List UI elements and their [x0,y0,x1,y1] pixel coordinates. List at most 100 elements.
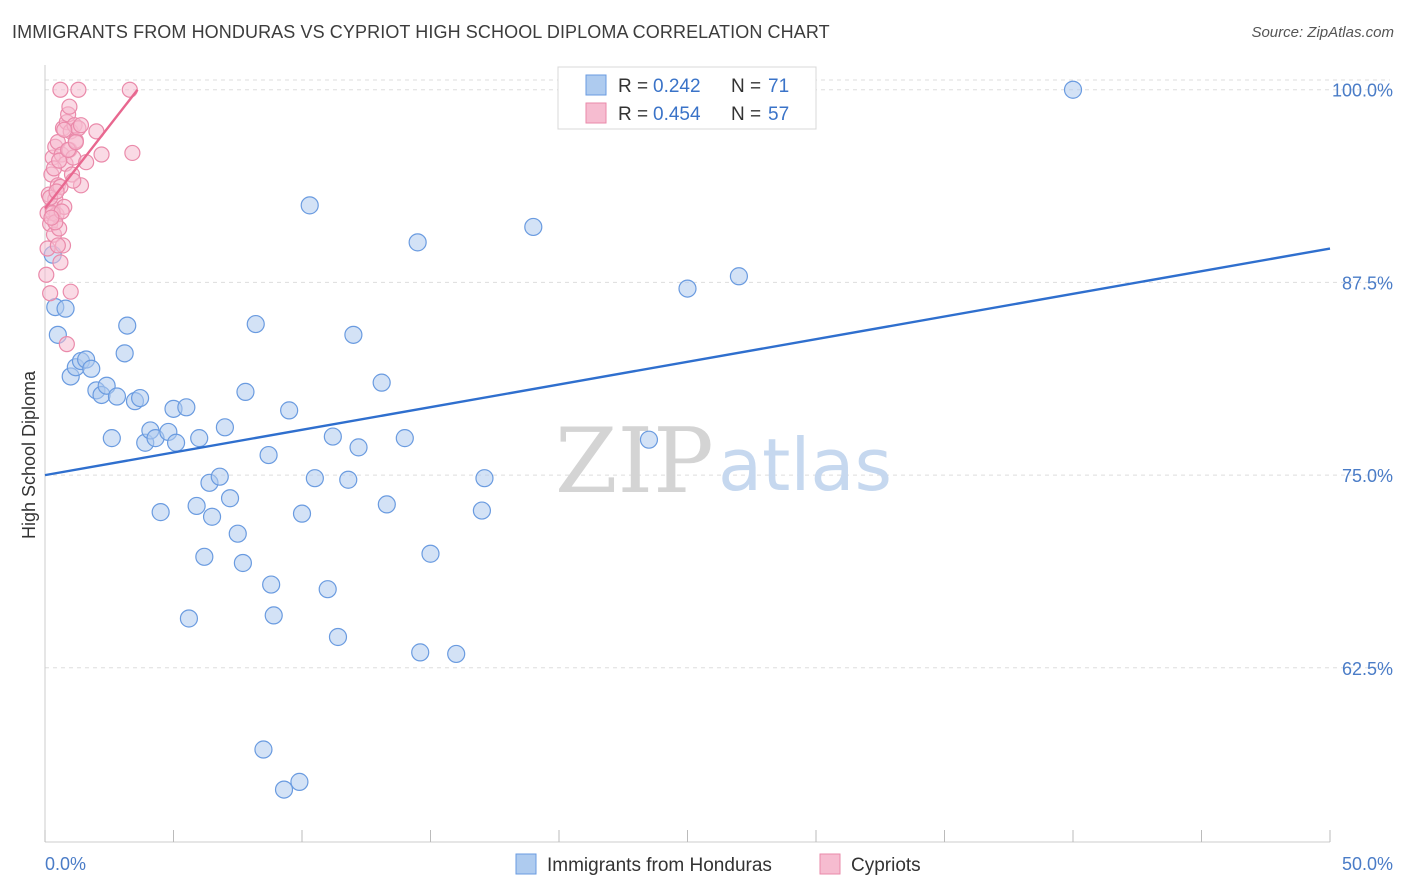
watermark-atlas: atlas [718,423,892,507]
honduras-point [187,496,206,516]
bottom-legend-cypriots: Cypriots [851,855,921,876]
bottom-legend-honduras: Immigrants from Honduras [547,855,772,876]
honduras-point [102,429,121,448]
honduras-point [349,438,368,457]
cypriots-point [61,98,78,115]
cypriots-point [42,285,59,302]
x-tick-label: 0.0% [45,854,86,874]
cypriots-point [124,144,141,162]
legend: R = 0.242 N = 71 R = 0.454 N = 57 [557,66,817,130]
gridlines [45,79,1390,669]
honduras-point [323,427,342,446]
honduras-point [639,430,659,449]
honduras-point [264,606,283,625]
legend-n-value: 71 [768,76,789,97]
legend-r-value: 0.242 [653,76,701,97]
honduras-point [236,382,255,401]
honduras-point [130,388,150,408]
honduras-point [475,469,494,488]
honduras-point [377,495,396,514]
y-tick-label: 62.5% [1342,659,1393,679]
cypriots-point [70,81,87,98]
x-tick-labels: 0.0% 50.0% [45,854,1393,874]
trend-line-cypriots [44,89,139,210]
honduras-point [678,279,697,298]
y-tick-label: 75.0% [1342,466,1393,486]
cypriots-point [56,121,73,138]
trend-lines [44,89,1331,477]
cypriots-point [72,117,90,134]
honduras-point [274,780,294,799]
honduras-point [190,429,209,448]
source-label: Source: ZipAtlas.com [1251,24,1394,41]
honduras-point [233,553,252,573]
honduras-point [447,644,466,664]
honduras-point [259,445,278,465]
series-cypriots-points [38,81,141,353]
trend-line-honduras [44,247,1331,477]
honduras-point [339,470,358,489]
legend-n-label: N = [731,76,761,97]
honduras-point [220,489,240,508]
honduras-point [151,503,170,522]
cypriots-point [121,81,138,98]
honduras-point [262,575,281,594]
honduras-point [1063,80,1083,99]
honduras-point [228,524,247,543]
x-tick-label: 50.0% [1342,854,1393,874]
cypriots-point [49,237,66,254]
honduras-point [372,373,391,392]
honduras-point [472,501,491,520]
honduras-point [118,316,137,335]
cypriots-point [52,254,69,271]
honduras-point [82,359,101,378]
honduras-point [524,217,543,237]
y-tick-label: 100.0% [1332,81,1393,101]
cypriots-point [58,335,75,353]
y-tick-label: 87.5% [1342,273,1393,293]
chart-title: IMMIGRANTS FROM HONDURAS VS CYPRIOT HIGH… [12,22,830,42]
bottom-legend-swatch-honduras [515,853,537,875]
series-honduras-points [43,80,1083,799]
honduras-point [280,401,299,420]
legend-r-label: R = [618,76,648,97]
legend-swatch-honduras [585,74,607,96]
honduras-point [254,740,273,759]
honduras-point [421,544,440,563]
y-axis-label: High School Diploma [19,370,39,539]
honduras-point [107,387,127,406]
honduras-point [246,314,265,334]
honduras-point [215,418,234,437]
honduras-point [395,429,414,448]
y-tick-labels: 62.5% 75.0% 87.5% 100.0% [1332,81,1393,679]
legend-n-label: N = [731,104,761,125]
honduras-point [166,433,186,452]
honduras-point [202,507,222,526]
watermark-zip: ZIP [555,409,714,514]
honduras-point [195,547,214,566]
honduras-point [177,398,196,417]
legend-r-value: 0.454 [653,104,701,125]
honduras-point [305,469,324,488]
honduras-point [411,643,430,662]
legend-swatch-cypriots [585,102,607,124]
honduras-point [179,609,199,628]
bottom-legend-swatch-cypriots [819,853,841,875]
cypriots-point [93,146,110,163]
cypriots-point [62,283,79,300]
cypriots-point [52,81,69,98]
honduras-point [115,344,134,363]
honduras-point [56,299,75,318]
honduras-point [292,504,312,523]
honduras-point [328,627,348,647]
bottom-legend: Immigrants from Honduras Cypriots [515,853,921,876]
honduras-point [408,233,427,252]
honduras-point [290,772,309,791]
honduras-point [318,580,337,599]
honduras-point [300,196,319,215]
legend-r-label: R = [618,104,648,125]
cypriots-point [67,134,84,151]
cypriots-point [43,209,60,226]
cypriots-point [51,152,68,169]
